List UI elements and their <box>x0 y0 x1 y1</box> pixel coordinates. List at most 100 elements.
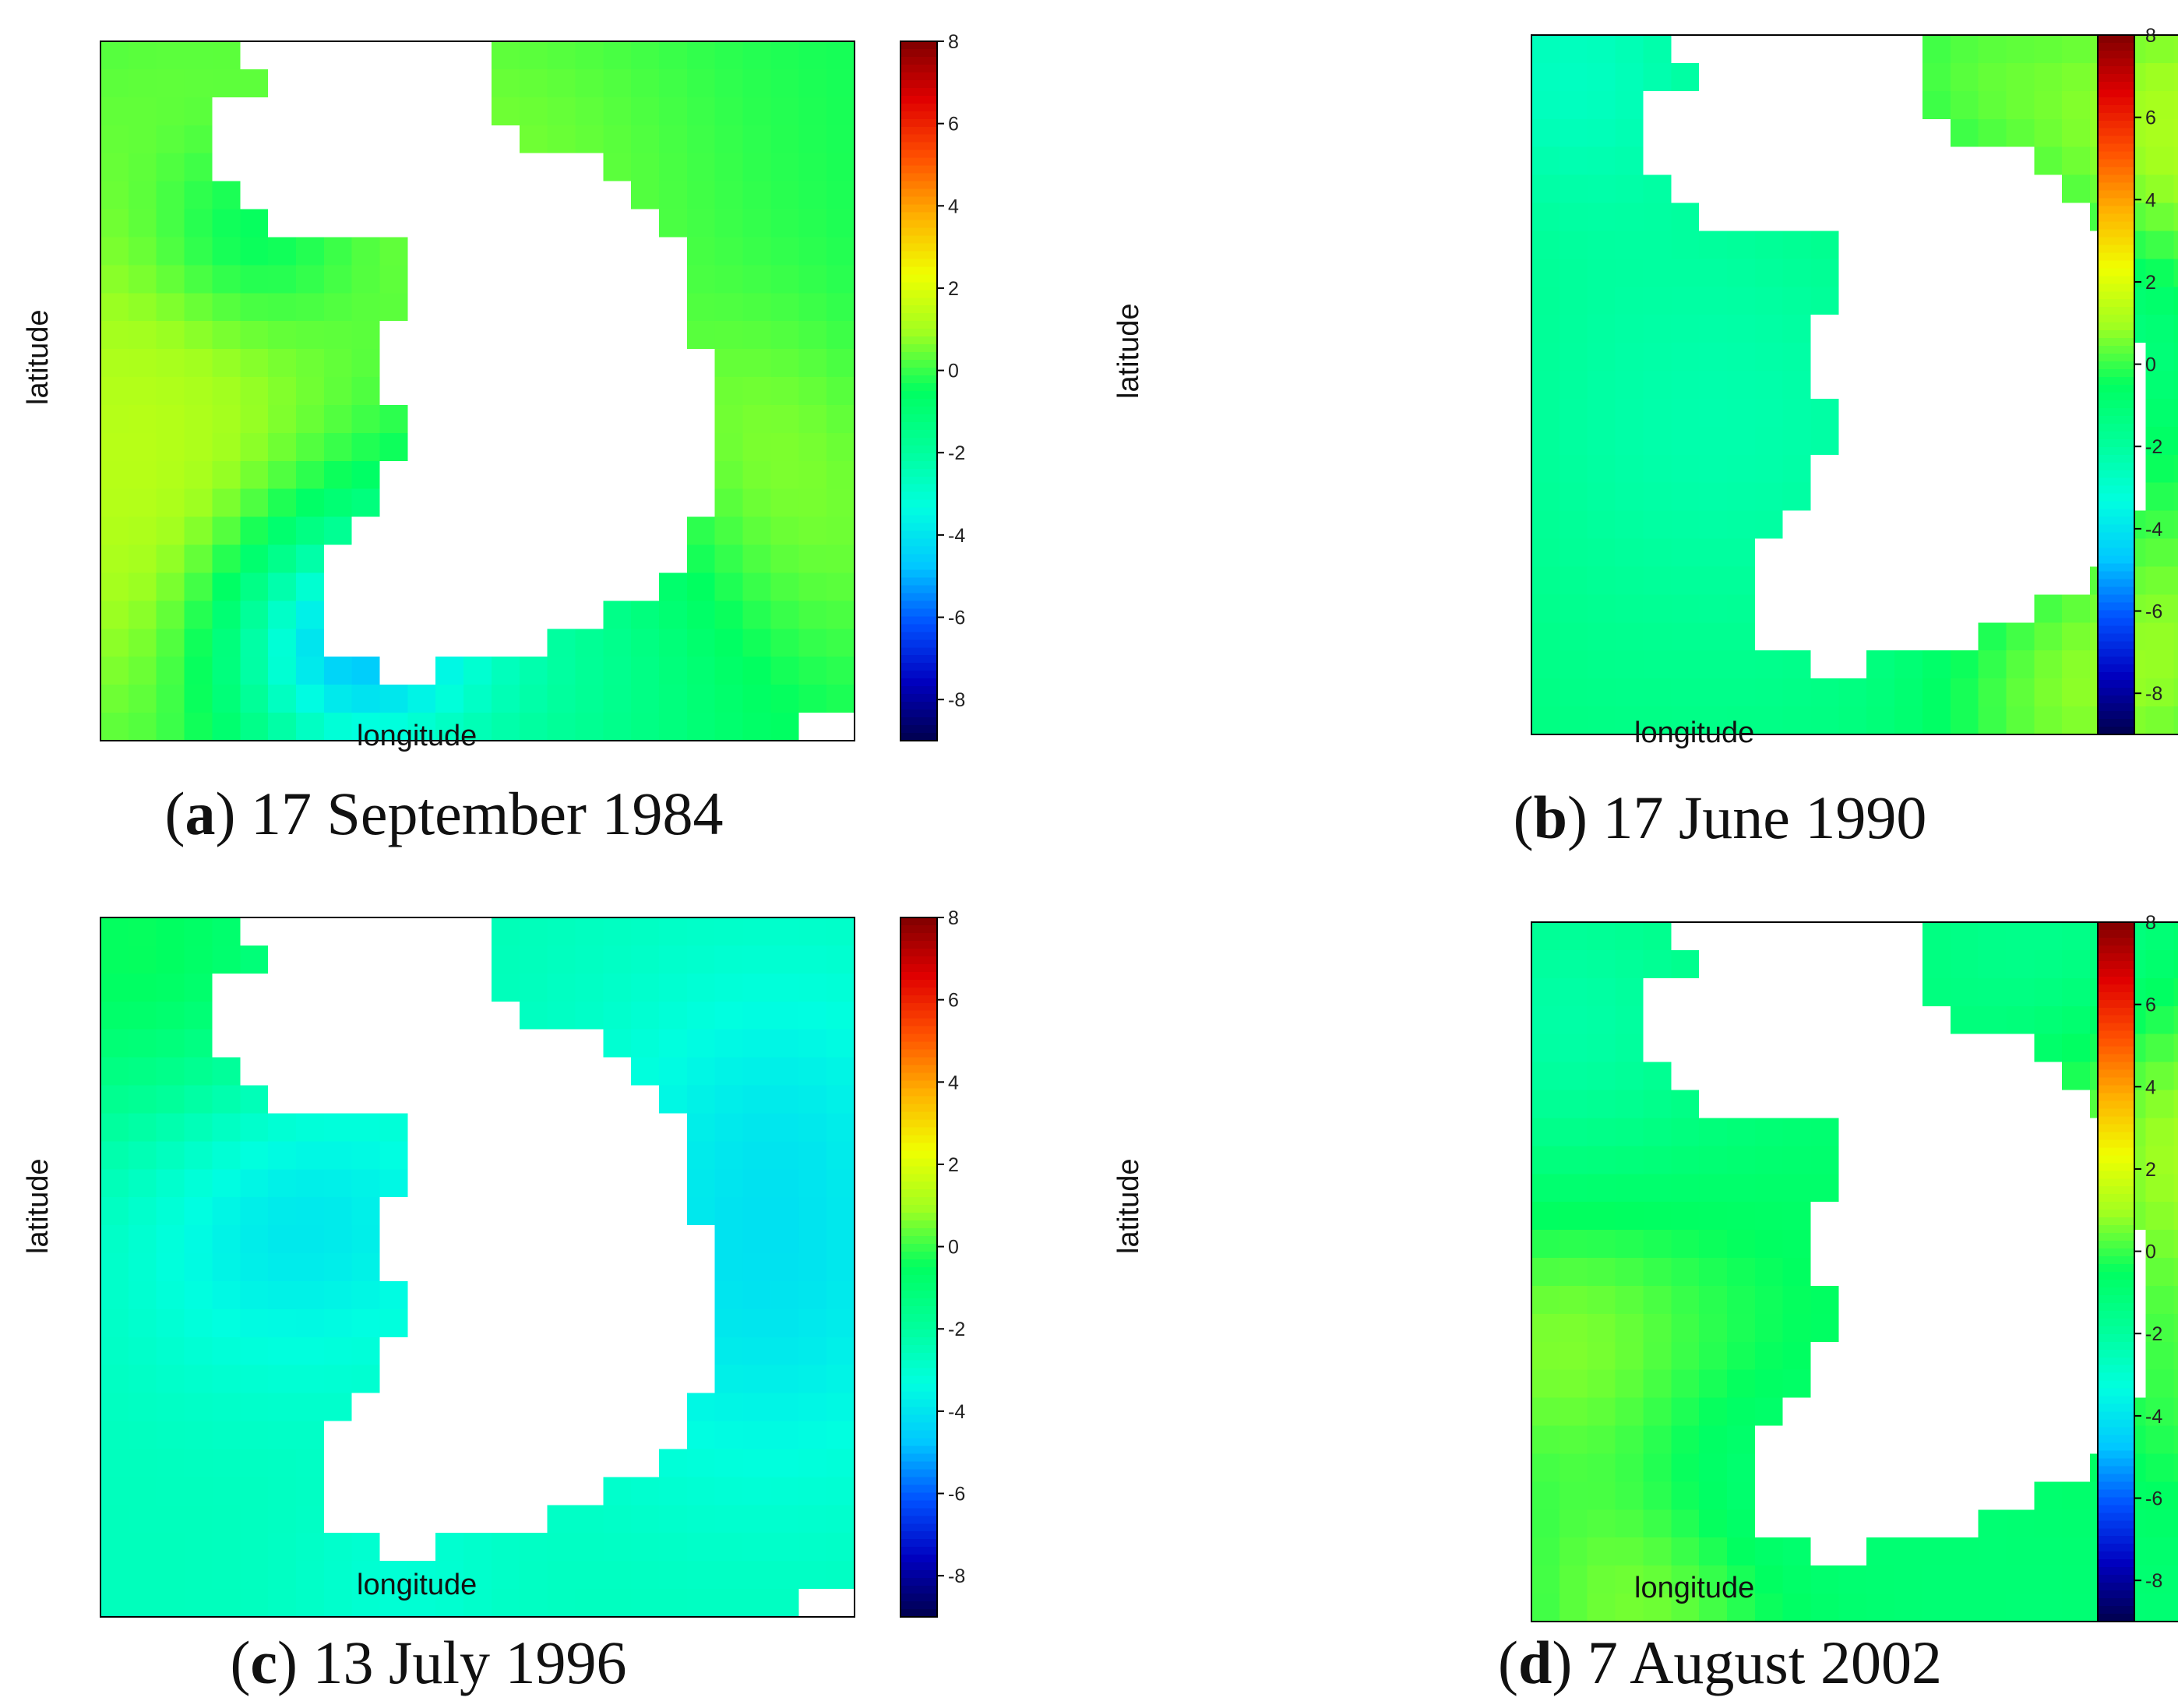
heatmap-cell <box>463 488 492 518</box>
heatmap-cell <box>1922 949 1951 979</box>
heatmap-cell <box>1671 426 1700 456</box>
heatmap-cell <box>1978 343 2007 372</box>
heatmap-cell <box>1894 538 1923 568</box>
heatmap-cell <box>463 1029 492 1058</box>
heatmap-cell <box>1838 1481 1867 1510</box>
heatmap-cell <box>1978 1594 2007 1622</box>
heatmap-cell <box>463 544 492 574</box>
colorbar-band <box>900 126 937 136</box>
heatmap-cell <box>770 125 799 154</box>
heatmap-cell <box>659 1197 688 1226</box>
colorbar-band <box>2098 136 2134 145</box>
heatmap-cell <box>379 1365 408 1394</box>
colorbar-band <box>2098 65 2134 75</box>
heatmap-cell <box>323 657 353 685</box>
heatmap-cell <box>1643 1062 1672 1091</box>
heatmap-cell <box>2173 949 2178 979</box>
heatmap-cell <box>686 265 716 294</box>
heatmap-cell <box>1782 594 1812 623</box>
colorbar-band <box>900 87 937 97</box>
heatmap-cell <box>826 1280 855 1310</box>
heatmap-cell <box>491 1280 520 1310</box>
heatmap-cell <box>1754 1005 1784 1035</box>
heatmap-cell <box>2034 1118 2063 1146</box>
heatmap-cell <box>1838 1090 1867 1119</box>
heatmap-cell <box>575 1029 604 1058</box>
heatmap-cell <box>1838 231 1867 259</box>
colorbar-band <box>2098 1217 2134 1226</box>
heatmap-cell <box>1782 1481 1812 1510</box>
colorbar-band <box>2098 719 2134 727</box>
heatmap-cell <box>519 1197 548 1226</box>
heatmap-cell <box>100 1141 129 1170</box>
heatmap-cell <box>435 629 464 657</box>
heatmap-cell <box>1615 922 1644 951</box>
colorbar-band <box>900 995 937 1004</box>
heatmap-cell <box>686 945 716 974</box>
heatmap-cell <box>2145 1285 2175 1315</box>
heatmap-cell <box>1978 202 2007 232</box>
heatmap-cell <box>268 488 297 518</box>
heatmap-cell <box>1643 538 1672 568</box>
heatmap-cell <box>631 1001 660 1030</box>
heatmap-cell <box>1978 949 2007 979</box>
colorbar-band <box>2098 1544 2134 1552</box>
heatmap-cell <box>1671 35 1700 64</box>
heatmap-cell <box>547 1197 576 1226</box>
heatmap-cell <box>826 404 855 434</box>
heatmap-cell <box>603 349 632 378</box>
colorbar-band <box>900 932 937 942</box>
heatmap-cell <box>2034 1369 2063 1399</box>
heatmap-cell <box>295 917 325 946</box>
heatmap-cell <box>1726 1537 1756 1566</box>
heatmap-cell <box>1838 1594 1867 1622</box>
heatmap-cell <box>184 945 213 974</box>
heatmap-cell <box>1894 1146 1923 1174</box>
heatmap-cell <box>603 572 632 601</box>
heatmap-cell <box>1810 398 1839 428</box>
colorbar-band <box>900 710 937 718</box>
heatmap-cell <box>1810 510 1839 540</box>
colorbar-band <box>2098 1241 2134 1249</box>
heatmap-cell <box>770 1197 799 1226</box>
heatmap-cell <box>407 1365 436 1394</box>
heatmap-cell <box>379 1477 408 1506</box>
heatmap-cell <box>1699 398 1728 428</box>
heatmap-cell <box>826 153 855 182</box>
heatmap-cell <box>1587 398 1616 428</box>
heatmap-cell <box>1587 977 1616 1007</box>
heatmap-cell <box>184 600 213 629</box>
heatmap-cell <box>1894 426 1923 456</box>
colorbar-band <box>2098 1551 2134 1560</box>
heatmap-cell <box>1922 594 1951 623</box>
heatmap-cell <box>798 1197 827 1226</box>
heatmap-cell <box>2145 1258 2175 1287</box>
heatmap-cell <box>240 1365 269 1394</box>
heatmap-cell <box>295 321 325 350</box>
heatmap-cell <box>1866 371 1895 400</box>
heatmap-cell <box>1810 1509 1839 1538</box>
heatmap-cell <box>1726 259 1756 287</box>
heatmap-cell <box>407 1421 436 1450</box>
heatmap-cell <box>212 1589 241 1618</box>
heatmap-cell <box>268 97 297 126</box>
heatmap-cell <box>351 544 381 574</box>
heatmap-cell <box>519 1561 548 1590</box>
heatmap-cell <box>1838 622 1867 651</box>
colorbar-band <box>2098 1030 2134 1040</box>
heatmap-cell <box>1978 706 2007 735</box>
heatmap-cell <box>379 432 408 462</box>
heatmap-cell <box>2145 371 2175 400</box>
heatmap-cell <box>2006 146 2035 176</box>
heatmap-cell <box>2034 510 2063 540</box>
colorbar-band <box>900 1274 937 1284</box>
colorbar-band <box>900 1104 937 1113</box>
heatmap-cell <box>184 349 213 378</box>
heatmap-cell <box>184 1169 213 1198</box>
heatmap-cell <box>323 1561 353 1590</box>
heatmap-cell <box>659 1253 688 1282</box>
heatmap-cell <box>1838 118 1867 148</box>
heatmap-cell <box>1699 1062 1728 1091</box>
heatmap-cell <box>156 460 185 490</box>
heatmap-cell <box>323 713 353 741</box>
